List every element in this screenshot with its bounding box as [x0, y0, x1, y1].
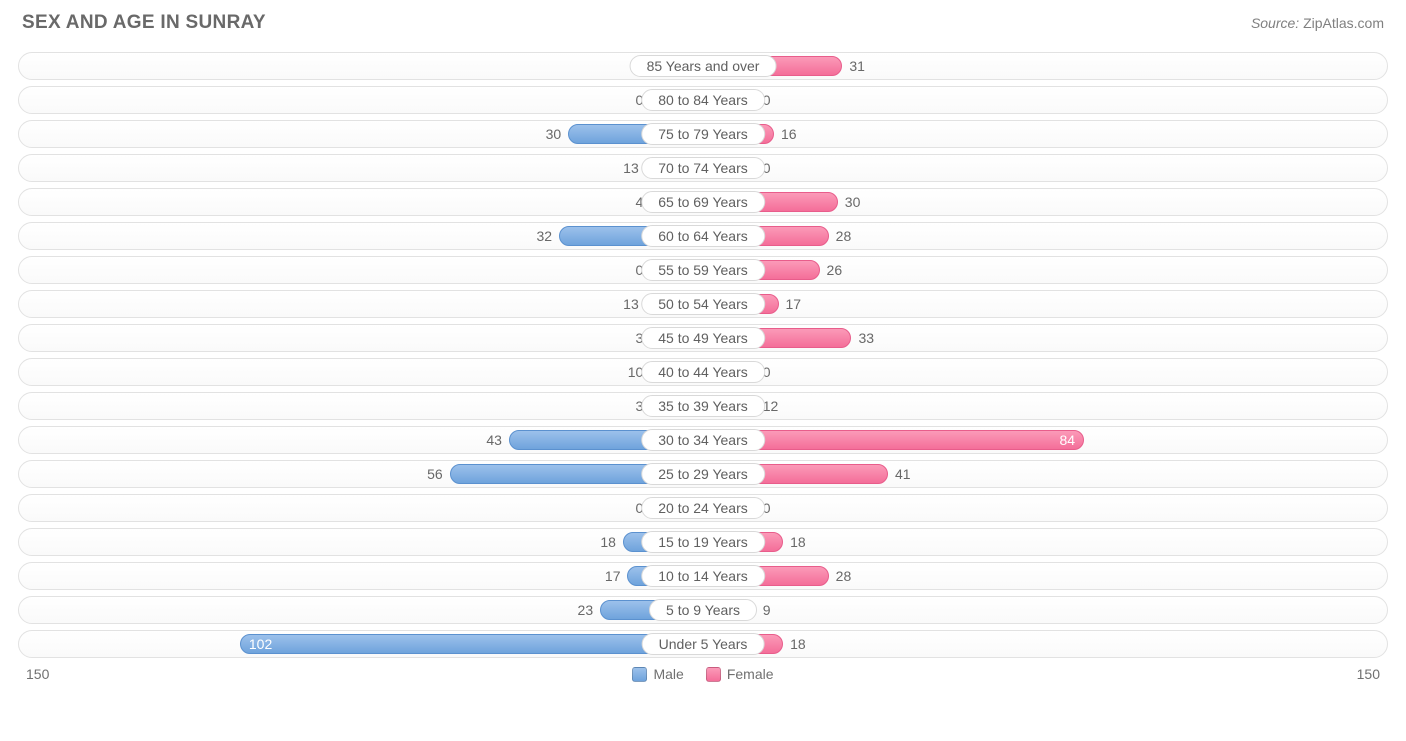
pyramid-row: 18 18 15 to 19 Years: [18, 528, 1388, 556]
pyramid-row: 0080 to 84 Years: [18, 86, 1388, 114]
age-category-label: 60 to 64 Years: [641, 225, 765, 247]
age-category-label: 45 to 49 Years: [641, 327, 765, 349]
legend-male-label: Male: [653, 666, 683, 682]
source-value: ZipAtlas.com: [1303, 15, 1384, 31]
age-category-label: 85 Years and over: [630, 55, 777, 77]
male-bar: 102: [240, 634, 705, 654]
legend-item-male: Male: [632, 666, 683, 682]
male-value: 23: [578, 602, 602, 618]
pyramid-row: 17 28 10 to 14 Years: [18, 562, 1388, 590]
age-category-label: 30 to 34 Years: [641, 429, 765, 451]
pyramid-row: 30 16 75 to 79 Years: [18, 120, 1388, 148]
male-value: 56: [427, 466, 451, 482]
axis-left-max: 150: [26, 666, 49, 682]
age-category-label: 75 to 79 Years: [641, 123, 765, 145]
age-category-label: 50 to 54 Years: [641, 293, 765, 315]
female-value: 28: [828, 568, 852, 584]
pyramid-row: 13070 to 74 Years: [18, 154, 1388, 182]
male-swatch-icon: [632, 667, 647, 682]
pyramid-row: 31235 to 39 Years: [18, 392, 1388, 420]
female-value: 41: [887, 466, 911, 482]
pyramid-row: 102 18 Under 5 Years: [18, 630, 1388, 658]
age-category-label: 10 to 14 Years: [641, 565, 765, 587]
female-value: 30: [837, 194, 861, 210]
age-category-label: 70 to 74 Years: [641, 157, 765, 179]
pyramid-row: 43065 to 69 Years: [18, 188, 1388, 216]
chart-source: Source: ZipAtlas.com: [1251, 15, 1384, 31]
age-category-label: 25 to 29 Years: [641, 463, 765, 485]
pyramid-row: 23 95 to 9 Years: [18, 596, 1388, 624]
pyramid-row: 32 28 60 to 64 Years: [18, 222, 1388, 250]
male-value: 17: [605, 568, 629, 584]
pyramid-row: 03185 Years and over: [18, 52, 1388, 80]
age-category-label: Under 5 Years: [642, 633, 765, 655]
male-value: 43: [486, 432, 510, 448]
pyramid-row: 33345 to 49 Years: [18, 324, 1388, 352]
female-value: 18: [782, 534, 806, 550]
chart-title: SEX AND AGE IN SUNRAY: [22, 12, 266, 34]
female-swatch-icon: [706, 667, 721, 682]
female-value: 16: [773, 126, 797, 142]
age-category-label: 20 to 24 Years: [641, 497, 765, 519]
female-value: 26: [819, 262, 843, 278]
female-value: 33: [850, 330, 874, 346]
age-category-label: 55 to 59 Years: [641, 259, 765, 281]
chart-header: SEX AND AGE IN SUNRAY Source: ZipAtlas.c…: [18, 12, 1388, 34]
female-value: 18: [782, 636, 806, 652]
age-category-label: 40 to 44 Years: [641, 361, 765, 383]
pyramid-row: 02655 to 59 Years: [18, 256, 1388, 284]
pyramid-row: 131750 to 54 Years: [18, 290, 1388, 318]
male-value: 102: [249, 636, 272, 652]
legend-item-female: Female: [706, 666, 774, 682]
female-value: 28: [828, 228, 852, 244]
pyramid-row: 10040 to 44 Years: [18, 358, 1388, 386]
female-value: 17: [778, 296, 802, 312]
male-value: 18: [600, 534, 624, 550]
chart-footer: 150 Male Female 150: [18, 664, 1388, 682]
female-value: 84: [1059, 432, 1075, 448]
axis-right-max: 150: [1357, 666, 1380, 682]
female-value: 31: [841, 58, 865, 74]
legend-female-label: Female: [727, 666, 774, 682]
age-category-label: 5 to 9 Years: [649, 599, 757, 621]
population-pyramid-chart: 03185 Years and over0080 to 84 Years3016…: [18, 52, 1388, 658]
male-value: 32: [537, 228, 561, 244]
age-category-label: 80 to 84 Years: [641, 89, 765, 111]
age-category-label: 65 to 69 Years: [641, 191, 765, 213]
age-category-label: 15 to 19 Years: [641, 531, 765, 553]
pyramid-row: 56 41 25 to 29 Years: [18, 460, 1388, 488]
pyramid-row: 0020 to 24 Years: [18, 494, 1388, 522]
age-category-label: 35 to 39 Years: [641, 395, 765, 417]
source-label: Source:: [1251, 15, 1299, 31]
chart-legend: Male Female: [632, 666, 773, 682]
female-value: 9: [755, 602, 771, 618]
male-value: 30: [546, 126, 570, 142]
pyramid-row: 43 84 30 to 34 Years: [18, 426, 1388, 454]
